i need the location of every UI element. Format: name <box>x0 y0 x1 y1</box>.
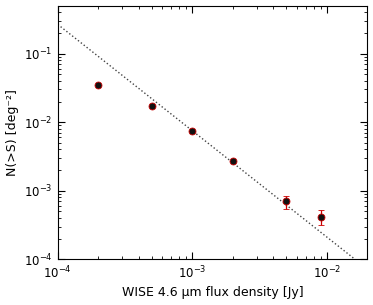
Y-axis label: N(>S) [deg⁻²]: N(>S) [deg⁻²] <box>6 89 19 176</box>
X-axis label: WISE 4.6 μm flux density [Jy]: WISE 4.6 μm flux density [Jy] <box>122 286 303 300</box>
